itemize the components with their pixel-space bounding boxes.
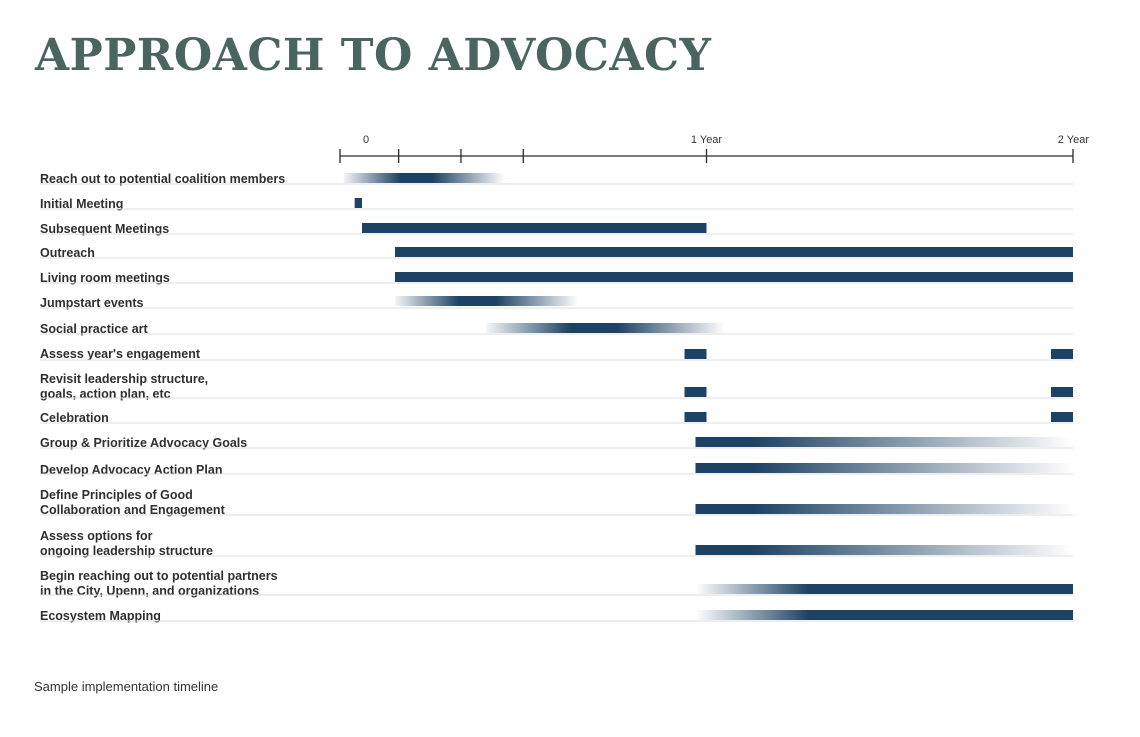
- row-label: Reach out to potential coalition members: [40, 172, 340, 187]
- timeline-bar: [361, 223, 707, 233]
- timeline-bar: [1051, 412, 1073, 422]
- timeline-bar: [1051, 387, 1073, 397]
- timeline-bar: [684, 349, 707, 359]
- row-label: Ecosystem Mapping: [40, 609, 340, 624]
- timeline-bar: [394, 296, 579, 306]
- caption: Sample implementation timeline: [34, 679, 219, 694]
- row-label-line: Collaboration and Engagement: [40, 503, 225, 517]
- timeline-chart: 0 1 Year 2 Year: [40, 134, 1090, 622]
- axis-label: 0: [363, 134, 369, 146]
- row-label: Social practice art: [40, 322, 340, 337]
- row-label-line: Living room meetings: [40, 271, 170, 285]
- row-label-line: Outreach: [40, 246, 95, 260]
- timeline-bar: [684, 412, 707, 422]
- row-label-line: Begin reaching out to potential partners: [40, 569, 278, 583]
- timeline-bar: [354, 198, 362, 208]
- row-label: Subsequent Meetings: [40, 222, 340, 237]
- axis-label: 1 Year: [691, 134, 723, 146]
- timeline-axis: 0 1 Year 2 Year: [339, 134, 1090, 163]
- row-label: Assess options for ongoing leadership str…: [40, 529, 340, 559]
- row-label: Initial Meeting: [40, 197, 340, 212]
- row-label-line: Assess year's engagement: [40, 347, 201, 361]
- timeline-bar: [695, 437, 1073, 447]
- page-title: APPROACH TO ADVOCACY: [35, 30, 712, 81]
- row-label: Celebration: [40, 411, 340, 426]
- timeline-bar: [1051, 349, 1073, 359]
- row-label: Outreach: [40, 246, 340, 261]
- row-label-line: ongoing leadership structure: [40, 544, 213, 558]
- axis-label: 2 Year: [1058, 134, 1090, 146]
- row-label-line: Initial Meeting: [40, 197, 124, 211]
- row-label-line: Subsequent Meetings: [40, 222, 170, 236]
- timeline-bar: [695, 504, 1073, 514]
- timeline-bar: [394, 272, 1074, 282]
- timeline-bar: [343, 173, 505, 183]
- timeline-bar: [695, 545, 1073, 555]
- row-label-line: Jumpstart events: [40, 296, 144, 310]
- row-label-line: Ecosystem Mapping: [40, 609, 161, 623]
- row-label: Group & Prioritize Advocacy Goals: [40, 436, 340, 451]
- row-label-line: Revisit leadership structure,: [40, 372, 209, 386]
- timeline-bar: [394, 247, 1074, 257]
- row-label: Jumpstart events: [40, 296, 340, 311]
- row-label-line: Define Principles of Good: [40, 488, 193, 502]
- row-label: Living room meetings: [40, 271, 340, 286]
- row-label: Assess year's engagement: [40, 347, 340, 362]
- timeline-bar: [695, 584, 1073, 594]
- row-label-line: Assess options for: [40, 529, 153, 543]
- row-label: Define Principles of Good Collaboration a…: [40, 488, 340, 518]
- row-label-line: Reach out to potential coalition members: [40, 172, 286, 186]
- row-label-line: Group & Prioritize Advocacy Goals: [40, 436, 248, 450]
- timeline-bars: [343, 173, 1074, 620]
- timeline-bar: [684, 387, 707, 397]
- row-separators: [40, 183, 1073, 622]
- timeline-bar: [695, 610, 1073, 620]
- row-label-line: Celebration: [40, 411, 109, 425]
- row-label-line: Social practice art: [40, 322, 148, 336]
- timeline-bar: [486, 323, 725, 333]
- timeline-bar: [695, 463, 1073, 473]
